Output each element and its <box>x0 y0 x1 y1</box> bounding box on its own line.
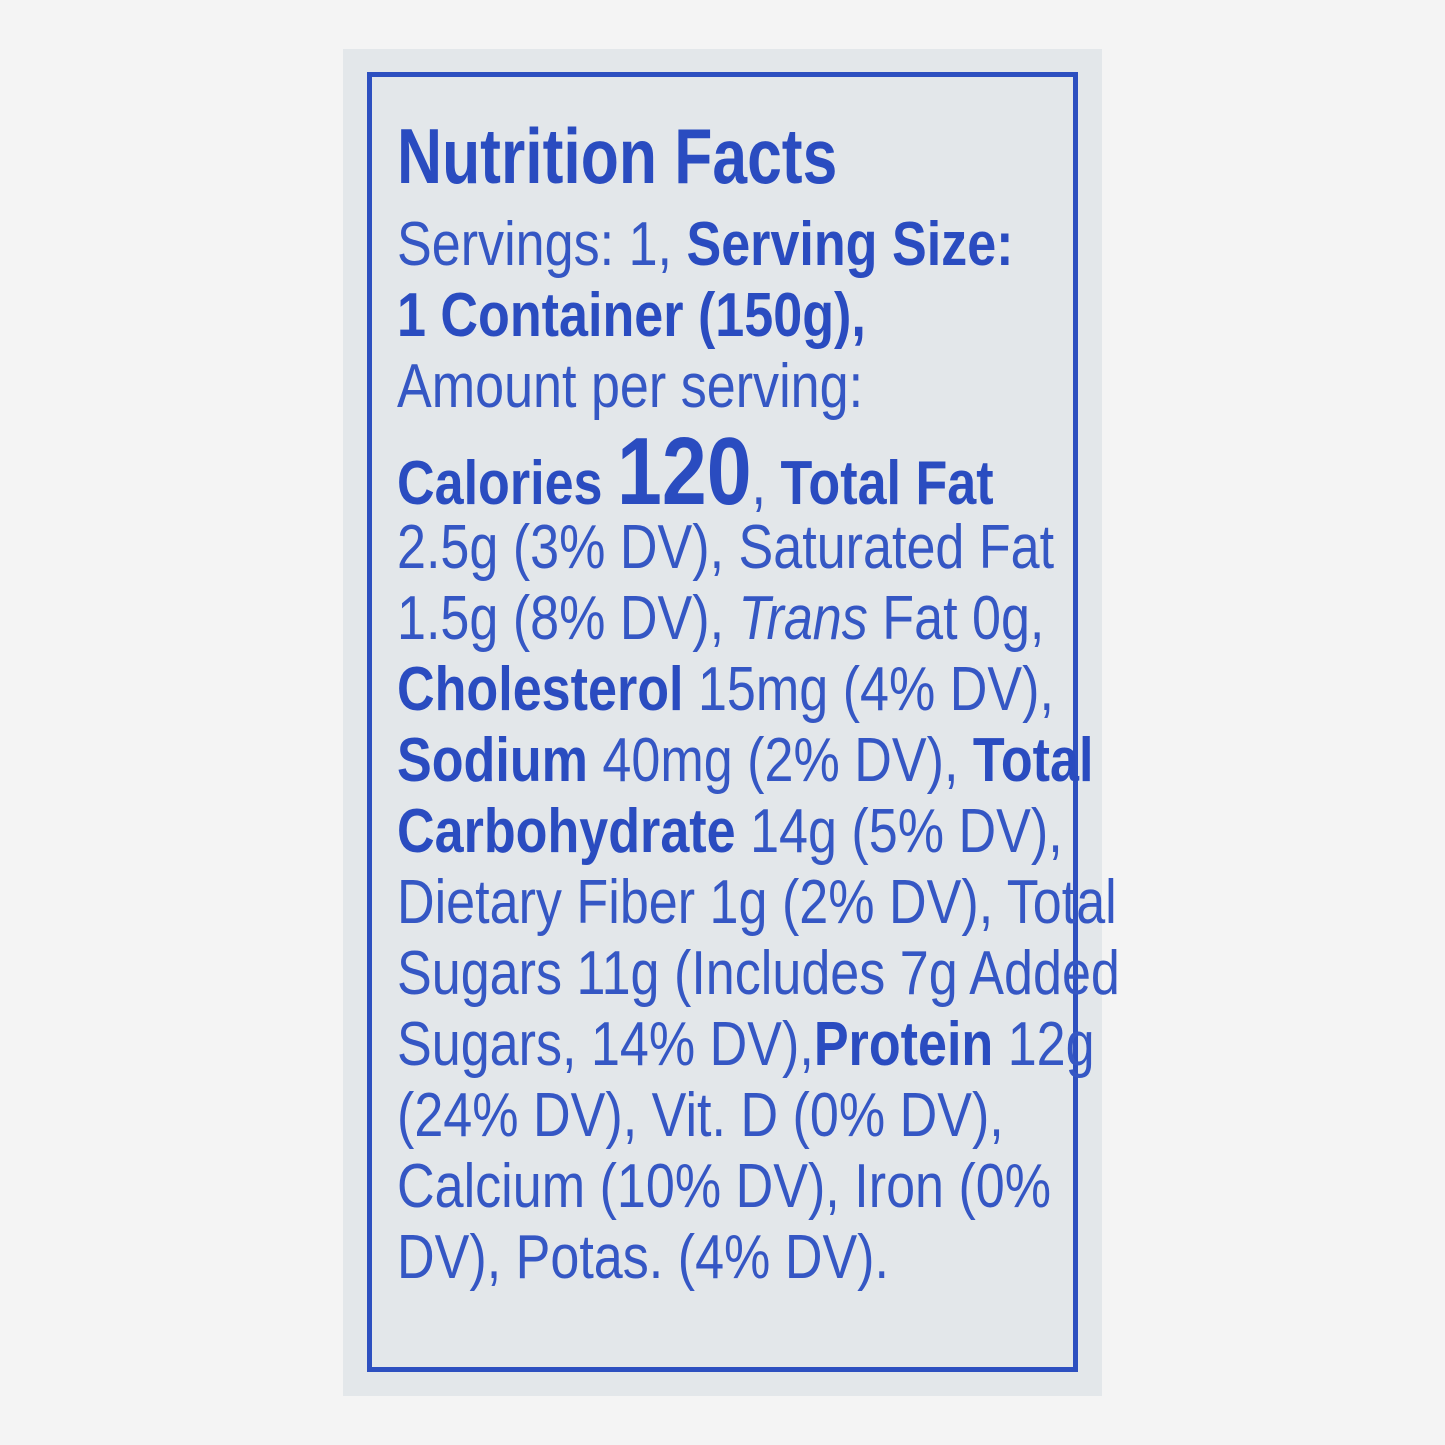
label-text-segment: Dietary Fiber 1g (2% DV), Total <box>397 868 1117 937</box>
label-line: 1 Container (150g), <box>397 280 1153 351</box>
calories-value: 120 <box>617 418 752 525</box>
label-text-segment: Sugars, 14% DV), <box>397 1010 814 1079</box>
label-line: Cholesterol 15mg (4% DV), <box>397 654 1153 725</box>
label-content: Nutrition Facts Servings: 1, Serving Siz… <box>397 111 1297 1293</box>
nutrition-label-card: Nutrition Facts Servings: 1, Serving Siz… <box>343 49 1120 1396</box>
label-title: Nutrition Facts <box>397 112 838 200</box>
calories-line: Calories 120, Total Fat <box>397 422 1153 522</box>
label-text-segment: Servings: 1, <box>397 210 687 279</box>
label-line: 2.5g (3% DV), Saturated Fat <box>397 512 1153 583</box>
label-line: Sugars, 14% DV),Protein 12g <box>397 1009 1153 1080</box>
label-line: 1.5g (8% DV), Trans Fat 0g, <box>397 583 1153 654</box>
label-line: (24% DV), Vit. D (0% DV), <box>397 1080 1153 1151</box>
label-text-segment: 1.5g (8% DV), <box>397 584 739 653</box>
label-text-segment: 1 Container (150g), <box>397 281 866 350</box>
label-text-segment: 2.5g (3% DV), Saturated Fat <box>397 513 1055 582</box>
label-line: DV), Potas. (4% DV). <box>397 1222 1153 1293</box>
label-line: Amount per serving: <box>397 351 1153 422</box>
calories-label: Calories <box>397 449 603 518</box>
label-line: Sugars 11g (Includes 7g Added <box>397 938 1153 1009</box>
label-line: Carbohydrate 14g (5% DV), <box>397 796 1153 867</box>
label-text-segment: Protein <box>813 1010 994 1079</box>
label-text-segment: Cholesterol <box>397 655 684 724</box>
label-line: Sodium 40mg (2% DV), Total <box>397 725 1153 796</box>
label-line: Servings: 1, Serving Size: <box>397 209 1153 280</box>
label-line: Dietary Fiber 1g (2% DV), Total <box>397 867 1153 938</box>
label-text-segment: 40mg (2% DV), <box>587 726 973 795</box>
label-border: Nutrition Facts Servings: 1, Serving Siz… <box>367 72 1120 1372</box>
label-text-segment: Sodium <box>397 726 588 795</box>
label-line: Calcium (10% DV), Iron (0% <box>397 1151 1153 1222</box>
calories-separator: , <box>751 449 781 518</box>
label-text-segment: Carbohydrate <box>397 797 736 866</box>
label-text-segment: Fat 0g, <box>867 584 1045 653</box>
label-text-segment: 14g (5% DV), <box>735 797 1063 866</box>
label-text-segment: Sugars 11g (Includes 7g Added <box>397 939 1120 1008</box>
label-text-segment: DV), Potas. (4% DV). <box>397 1223 889 1292</box>
label-text-segment: 12g <box>993 1010 1095 1079</box>
label-text-segment: Trans <box>738 584 868 653</box>
label-text-segment: 15mg (4% DV), <box>683 655 1054 724</box>
total-fat-label: Total Fat <box>780 449 994 518</box>
label-text-segment: Amount per serving: <box>397 352 864 421</box>
label-text-segment: (24% DV), Vit. D (0% DV), <box>397 1081 1004 1150</box>
label-text-segment: Total <box>972 726 1094 795</box>
label-text-segment: Calcium (10% DV), Iron (0% <box>397 1152 1052 1221</box>
label-text-segment: Serving Size: <box>686 210 1014 279</box>
